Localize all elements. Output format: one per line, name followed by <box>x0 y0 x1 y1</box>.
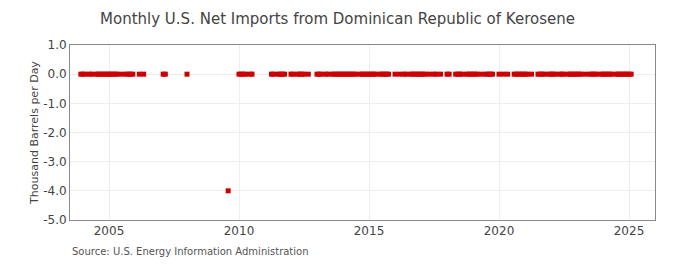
svg-text:-2.0: -2.0 <box>43 126 66 140</box>
svg-text:2005: 2005 <box>94 224 125 238</box>
svg-text:2010: 2010 <box>224 224 255 238</box>
svg-text:Thousand Barrels per Day: Thousand Barrels per Day <box>28 61 41 205</box>
svg-text:-5.0: -5.0 <box>43 213 66 227</box>
svg-text:0.0: 0.0 <box>48 67 67 81</box>
svg-text:1.0: 1.0 <box>48 38 67 52</box>
svg-text:Source: U.S. Energy Informatio: Source: U.S. Energy Information Administ… <box>72 246 309 257</box>
svg-text:-1.0: -1.0 <box>43 97 66 111</box>
svg-text:-3.0: -3.0 <box>43 155 66 169</box>
svg-text:2025: 2025 <box>614 224 645 238</box>
svg-text:Monthly U.S. Net Imports from: Monthly U.S. Net Imports from Dominican … <box>100 10 575 28</box>
svg-text:2020: 2020 <box>484 224 515 238</box>
svg-text:-4.0: -4.0 <box>43 184 66 198</box>
svg-text:2015: 2015 <box>354 224 385 238</box>
